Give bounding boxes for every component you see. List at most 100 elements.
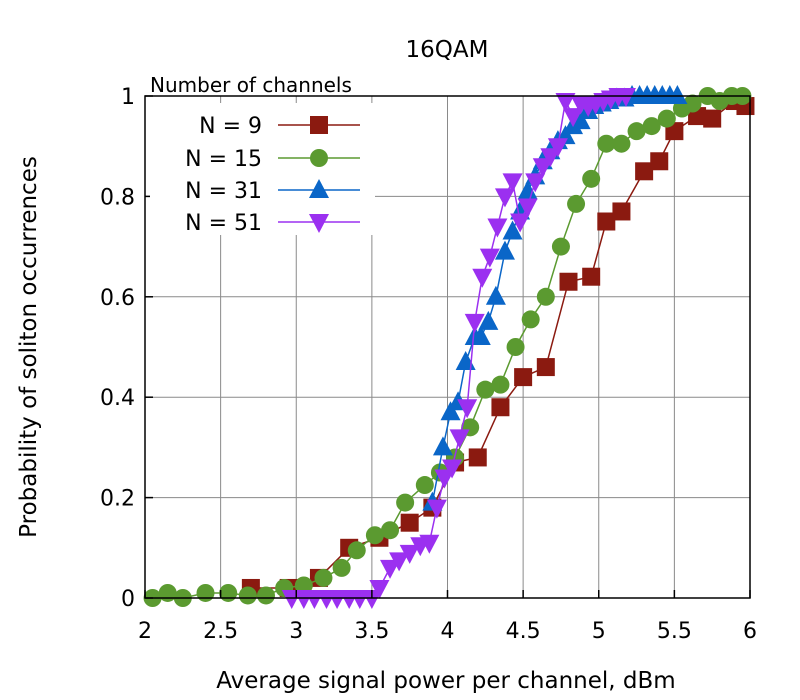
data-point (547, 138, 568, 158)
legend-label: N = 15 (185, 147, 262, 172)
data-point (442, 459, 463, 479)
data-point (521, 310, 540, 329)
data-point (615, 88, 636, 107)
legend-marker (309, 214, 329, 233)
series-2 (143, 87, 752, 607)
data-point (494, 240, 515, 260)
data-point (540, 148, 561, 168)
data-point (419, 534, 440, 554)
legend-label: N = 51 (185, 211, 262, 236)
data-point (426, 499, 447, 519)
data-point (597, 212, 616, 231)
data-point (347, 541, 366, 560)
data-point (642, 117, 661, 136)
data-point (415, 476, 434, 495)
series-layer (143, 85, 755, 609)
data-point (597, 134, 616, 153)
data-point (440, 401, 461, 421)
data-point (517, 198, 538, 218)
data-point (635, 162, 654, 181)
x-tick-label: 4 (441, 619, 455, 644)
data-point (612, 202, 631, 221)
data-point (551, 237, 570, 256)
data-point (257, 586, 275, 605)
ticks: 2 2.5 3 3.5 4 4.5 5 5.5 6 0 0.2 0.4 0.6 0.8 1 (100, 85, 757, 644)
data-point (555, 93, 576, 113)
x-axis-title: Average signal power per channel, dBm (216, 668, 675, 694)
data-point (491, 375, 510, 394)
data-point (196, 583, 215, 602)
data-point (650, 152, 669, 171)
data-point (563, 108, 584, 128)
data-point (667, 85, 688, 104)
data-point (502, 220, 523, 240)
data-point (487, 218, 508, 238)
data-point (457, 399, 478, 419)
y-axis-title: Probability of soliton occurrences (16, 156, 42, 538)
y-tick-label: 0 (121, 587, 135, 612)
data-point (657, 109, 676, 128)
data-point (570, 110, 591, 130)
data-point (567, 194, 586, 213)
legend: N = 9 N = 15 N = 31 N = 51 (150, 103, 375, 236)
data-point (400, 513, 419, 532)
data-point (361, 590, 382, 609)
data-point (470, 325, 491, 345)
y-tick-label: 0.6 (100, 286, 135, 311)
legend-label: N = 9 (199, 114, 262, 139)
x-tick-label: 5 (592, 619, 606, 644)
data-point (582, 267, 601, 286)
data-point (432, 436, 453, 456)
data-point (582, 169, 601, 188)
chart-title: 16QAM (406, 37, 489, 63)
x-tick-label: 2 (138, 619, 152, 644)
data-point (612, 134, 631, 153)
data-point (491, 398, 510, 417)
data-point (536, 358, 555, 377)
data-point (294, 576, 313, 595)
legend-marker (309, 179, 329, 198)
data-point (434, 469, 455, 489)
data-point (399, 544, 420, 564)
x-tick-label: 6 (743, 619, 757, 644)
data-point (464, 313, 485, 333)
x-tick-label: 2.5 (203, 619, 238, 644)
data-point (478, 310, 499, 330)
legend-title: Number of channels (150, 73, 352, 97)
data-point (703, 109, 722, 128)
data-point (502, 173, 523, 193)
legend-box (150, 103, 375, 235)
data-point (476, 380, 495, 399)
x-tick-label: 5.5 (657, 619, 692, 644)
data-point (389, 552, 410, 572)
data-point (559, 272, 578, 291)
x-tick-label: 4.5 (506, 619, 541, 644)
data-point (365, 526, 384, 545)
data-point (506, 338, 525, 356)
data-point (468, 448, 487, 467)
series-4 (281, 88, 636, 609)
legend-marker (310, 116, 328, 134)
data-point (332, 558, 351, 577)
x-tick-label: 3.5 (354, 619, 389, 644)
data-point (683, 94, 702, 113)
x-tick-label: 3 (289, 619, 303, 644)
data-point (532, 158, 553, 178)
data-point (381, 521, 400, 540)
data-point (485, 285, 506, 305)
data-point (314, 568, 333, 587)
legend-label: N = 31 (185, 179, 262, 204)
data-point (472, 268, 493, 288)
data-point (380, 559, 401, 579)
data-point (536, 287, 555, 306)
y-tick-label: 0.4 (100, 386, 135, 411)
y-tick-label: 0.8 (100, 185, 135, 210)
data-point (514, 368, 533, 387)
data-point (494, 188, 515, 208)
legend-marker (310, 149, 328, 167)
y-tick-label: 0.2 (100, 487, 135, 512)
data-point (510, 213, 531, 233)
data-point (479, 248, 500, 268)
data-point (219, 583, 238, 602)
